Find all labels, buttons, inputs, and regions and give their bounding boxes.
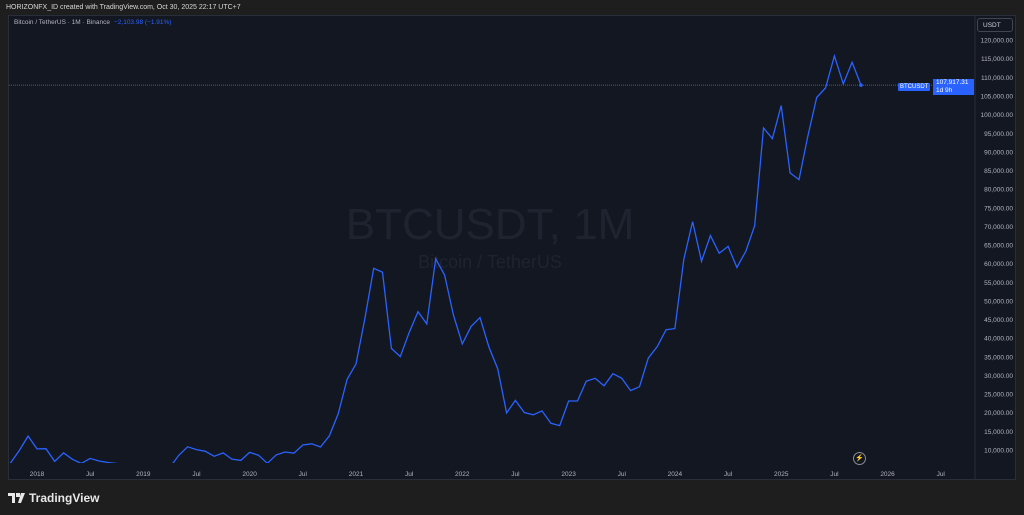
y-tick-label: 110,000.00 (981, 75, 1013, 82)
y-tick-label: 35,000.00 (984, 354, 1013, 361)
tradingview-logo: TradingView (8, 491, 99, 505)
x-tick-label: 2019 (136, 471, 151, 478)
last-price-label: 107,917.31 1d 9h (933, 79, 974, 95)
price-series-line (9, 53, 862, 463)
x-tick-label: Jul (830, 471, 839, 478)
y-tick-label: 85,000.00 (984, 168, 1013, 175)
y-tick-label: 65,000.00 (984, 243, 1013, 250)
symbol-legend: Bitcoin / TetherUS · 1M · Binance −2,103.… (14, 19, 171, 26)
x-tick-label: 2024 (668, 471, 683, 478)
currency-button[interactable]: USDT (977, 18, 1013, 32)
x-tick-label: 2022 (455, 471, 470, 478)
x-tick-label: Jul (405, 471, 414, 478)
x-tick-label: Jul (511, 471, 520, 478)
symbol-price-tag: BTCUSDT (898, 83, 931, 91)
x-tick-label: 2026 (880, 471, 895, 478)
x-tick-label: 2021 (349, 471, 364, 478)
x-tick-label: 2023 (561, 471, 576, 478)
x-tick-label: Jul (192, 471, 201, 478)
last-price: 107,917.31 (936, 79, 969, 86)
symbol-name: Bitcoin / TetherUS · 1M · Binance (14, 19, 110, 26)
y-tick-label: 25,000.00 (984, 392, 1013, 399)
x-tick-label: Jul (724, 471, 733, 478)
x-tick-label: Jul (86, 471, 95, 478)
x-tick-label: 2018 (30, 471, 45, 478)
y-tick-label: 40,000.00 (984, 336, 1013, 343)
x-tick-label: Jul (299, 471, 308, 478)
y-tick-label: 55,000.00 (984, 280, 1013, 287)
bar-countdown: 1d 9h (936, 87, 953, 94)
y-tick-label: 75,000.00 (984, 205, 1013, 212)
y-tick-label: 80,000.00 (984, 187, 1013, 194)
watermark-subtitle: Bitcoin / TetherUS (418, 252, 562, 272)
lightning-icon[interactable]: ⚡ (853, 452, 866, 465)
y-tick-label: 20,000.00 (984, 410, 1013, 417)
y-tick-label: 45,000.00 (984, 317, 1013, 324)
y-tick-label: 15,000.00 (984, 429, 1013, 436)
y-tick-label: 120,000.00 (980, 38, 1013, 45)
y-tick-label: 95,000.00 (984, 131, 1013, 138)
x-tick-label: 2020 (242, 471, 257, 478)
brand-name: TradingView (29, 491, 100, 505)
y-tick-label: 60,000.00 (984, 261, 1013, 268)
y-tick-label: 10,000.00 (984, 447, 1013, 454)
watermark-title: BTCUSDT, 1M (345, 200, 635, 249)
x-tick-label: 2025 (774, 471, 789, 478)
y-tick-label: 105,000.00 (980, 93, 1013, 100)
y-tick-label: 50,000.00 (984, 298, 1013, 305)
y-tick-label: 30,000.00 (984, 373, 1013, 380)
price-change: −2,103.98 (−1.91%) (113, 19, 172, 26)
y-tick-label: 90,000.00 (984, 149, 1013, 156)
tradingview-logo-icon (8, 493, 25, 503)
x-tick-label: Jul (937, 471, 946, 478)
y-tick-label: 70,000.00 (984, 224, 1013, 231)
last-price-point (859, 83, 863, 87)
x-tick-label: Jul (618, 471, 627, 478)
chart-header: HORIZONFX_ID created with TradingView.co… (6, 4, 241, 11)
chart-pane[interactable] (8, 15, 1016, 480)
y-tick-label: 115,000.00 (981, 56, 1013, 63)
y-tick-label: 100,000.00 (980, 112, 1013, 119)
